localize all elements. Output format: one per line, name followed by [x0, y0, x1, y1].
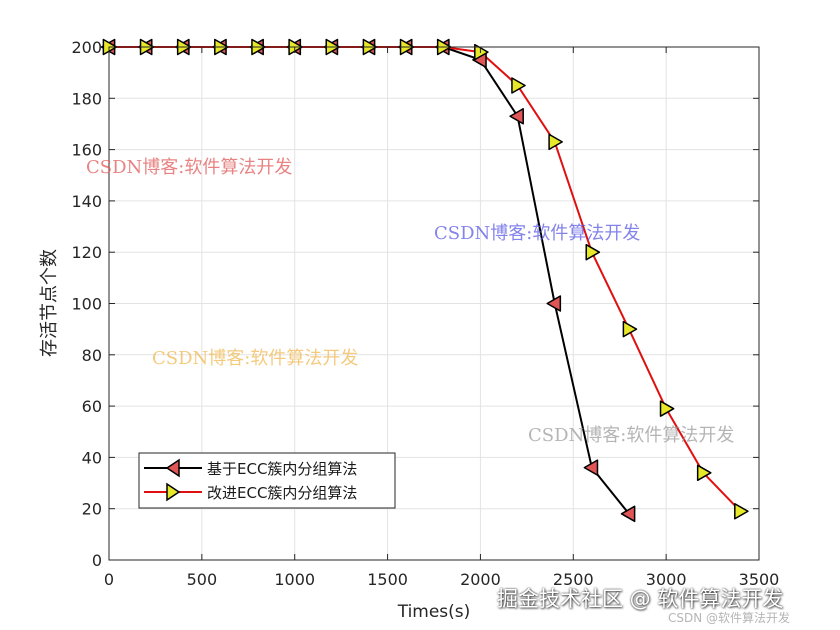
y-tick-label: 0 — [92, 551, 102, 570]
y-axis-label: 存活节点个数 — [39, 249, 60, 357]
x-tick-label: 2000 — [460, 570, 501, 589]
x-tick-label: 1500 — [367, 570, 408, 589]
y-tick-label: 180 — [71, 89, 102, 108]
y-tick-label: 200 — [71, 38, 102, 57]
series-2-point — [511, 77, 526, 94]
series-2-point — [734, 503, 749, 520]
y-tick-label: 60 — [82, 397, 102, 416]
series-1-point — [620, 505, 636, 523]
series-1-point — [546, 295, 562, 312]
x-tick-label: 0 — [104, 570, 114, 589]
legend-label-series-2: 改进ECC簇内分组算法 — [207, 484, 357, 502]
series-1-point — [583, 459, 599, 476]
legend-box — [138, 452, 396, 509]
y-tick-label: 160 — [71, 141, 102, 160]
series-2-point — [696, 464, 712, 482]
series-2-point — [622, 320, 638, 338]
y-tick-label: 40 — [82, 448, 102, 467]
legend: 基于ECC簇内分组算法 改进ECC簇内分组算法 — [138, 452, 396, 509]
series-2-point — [659, 400, 675, 417]
x-axis-label: Times(s) — [397, 602, 471, 622]
tick-labels: 0 500 1000 1500 2000 2500 3000 3500 0 20 40 60 80 100… — [71, 38, 779, 589]
y-tick-label: 80 — [82, 346, 102, 365]
legend-label-series-1: 基于ECC簇内分组算法 — [207, 460, 357, 478]
series-1-point — [509, 108, 524, 125]
legend-marker-series-2 — [166, 482, 181, 502]
legend-marker-series-1 — [165, 458, 180, 478]
series-2-point — [548, 133, 563, 151]
x-tick-label: 2500 — [553, 570, 594, 589]
series-2-point — [585, 243, 601, 261]
axis-ticks — [108, 46, 760, 561]
x-tick-label: 3000 — [646, 570, 687, 589]
x-tick-label: 1000 — [274, 570, 315, 589]
y-tick-label: 140 — [71, 192, 102, 211]
y-tick-label: 20 — [82, 500, 102, 519]
y-tick-label: 120 — [71, 243, 102, 262]
y-tick-label: 100 — [71, 295, 102, 314]
series-2-point — [474, 43, 489, 61]
x-tick-label: 500 — [187, 570, 218, 589]
x-tick-label: 3500 — [739, 570, 780, 589]
